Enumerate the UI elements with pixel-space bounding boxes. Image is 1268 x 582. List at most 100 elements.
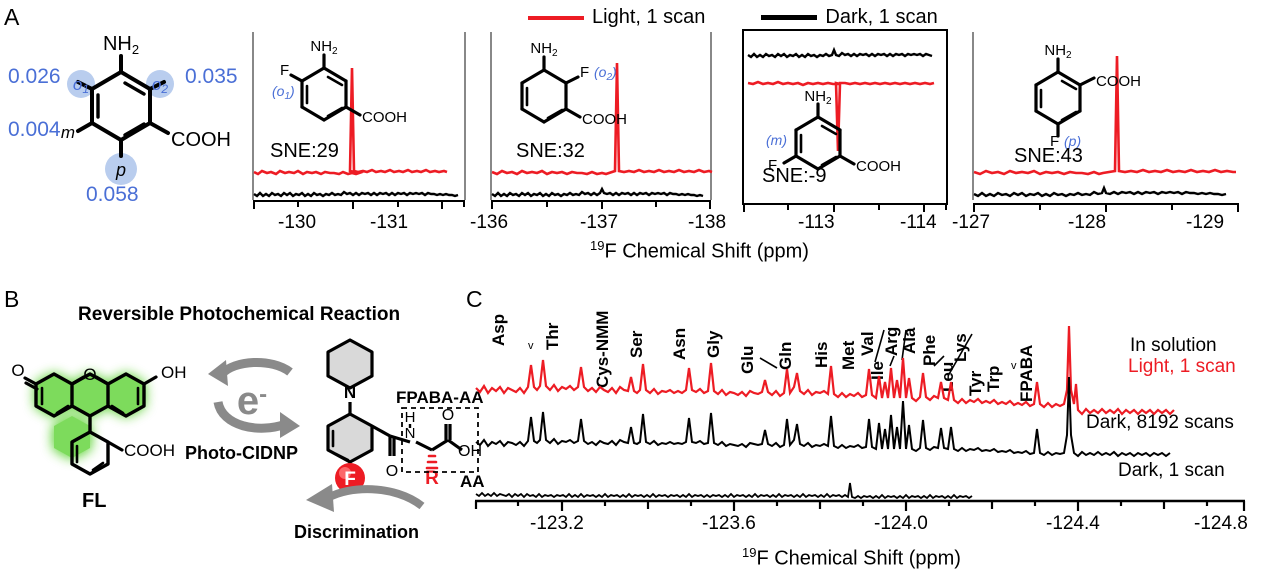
aa-dashed-box (401, 407, 479, 473)
svg-text:NH2: NH2 (1044, 42, 1072, 61)
panelA-value-p: 0.058 (86, 183, 139, 206)
discrimination-arrow (302, 484, 432, 524)
svg-text:COOH: COOH (856, 158, 901, 175)
trace-dark (253, 190, 459, 198)
tick-m-1: -114 (900, 212, 937, 233)
panelA-value-m: 0.004 (8, 118, 61, 141)
arrow-head-left (208, 360, 228, 386)
leader-arg (901, 329, 907, 361)
inset-molecule-o2: NH2 F (o2) COOH (502, 40, 652, 140)
sne-label-o1: SNE:29 (270, 140, 339, 162)
panel-a-spectrum-o1 (252, 32, 466, 204)
panel-c-axis-title: 19F Chemical Shift (ppm) (742, 545, 961, 571)
trace-light (253, 67, 448, 176)
legend-item-dark: Dark, 1 scan (761, 6, 938, 29)
tick-c-0: -123.2 (530, 513, 584, 534)
panel-a-axis-title-main: F Chemical Shift (ppm) (604, 240, 809, 263)
arrow-head-right (280, 412, 300, 438)
fl-ring-o: O (83, 365, 96, 384)
panel-a-molecule: NH2 COOH o1 o2 m p (8, 28, 238, 218)
tick-o2-2: -138 (688, 212, 727, 233)
panel-c-axis-title-main: F Chemical Shift (ppm) (756, 547, 961, 570)
legend-label-dark: Dark, 1 scan (825, 6, 938, 28)
label-in-solution: In solution (1130, 335, 1217, 356)
panel-a-spectrum-p (972, 32, 1240, 204)
panel-a-letter: A (4, 4, 20, 30)
trace-light (747, 80, 935, 152)
panel-c-leaders (460, 300, 1080, 410)
panelA-value-o1: 0.026 (8, 65, 61, 88)
tick-p-2: -129 (1186, 212, 1225, 233)
svg-text:COOH: COOH (362, 109, 407, 126)
panel-c-plot (474, 325, 1246, 506)
amide-h: H (405, 409, 416, 426)
label-dark-8192scans: Dark, 8192 scans (1086, 412, 1234, 433)
tick-o1-0: -130 (278, 212, 317, 233)
arrow-head-discrimination (306, 484, 334, 512)
trace-dark (973, 184, 1227, 198)
leader-val (874, 329, 885, 363)
trace-dark-8192scans (475, 376, 1171, 458)
tick-c-1: -123.6 (702, 513, 756, 534)
panel-b-letter: B (4, 286, 20, 312)
legend-label-light: Light, 1 scan (592, 6, 706, 28)
piperidine-ring (326, 338, 374, 390)
leader-leu (947, 333, 973, 377)
label-light-1scan: Light, 1 scan (1128, 356, 1236, 377)
minor-marker-1: v (528, 340, 534, 352)
axis-o1 (252, 200, 466, 212)
tick-p-1: -128 (1068, 212, 1107, 233)
trace-dark (491, 186, 704, 198)
r-group-label: R (425, 468, 439, 489)
panel-a-legend: Light, 1 scan Dark, 1 scan (528, 6, 938, 29)
leader-ile (889, 355, 895, 367)
svg-text:NH2: NH2 (310, 38, 338, 57)
acid-o: O (442, 407, 454, 424)
panel-b-title: Reversible Photochemical Reaction (78, 304, 401, 325)
fpaba-aa-molecule: N O N H R O OH (292, 330, 482, 500)
fl-hydroxyl: OH (161, 363, 187, 382)
trace-light-1scan (475, 325, 1175, 416)
trace-dark (747, 46, 933, 59)
inset-molecule-o1: NH2 F (o1) COOH (272, 38, 422, 138)
site-label-m: (m) (766, 132, 787, 148)
panel-a-spectrum-o2 (490, 32, 713, 204)
legend-swatch-dark (761, 15, 818, 20)
tick-p-0: -127 (952, 212, 991, 233)
sne-label-p: SNE:43 (1014, 145, 1083, 167)
leader-phe (933, 355, 945, 367)
fl-acid: COOH (124, 441, 175, 460)
fpaba-benzene (326, 412, 374, 464)
inset-molecule-m: NH2 F (m) COOH (766, 88, 926, 193)
minor-marker-2: v (1011, 360, 1017, 372)
panel-a-axis-title-sup: 19 (590, 238, 605, 253)
label-nh2: NH2 (103, 33, 139, 57)
fl-ketone-o: O (11, 361, 24, 380)
r-stereo-bond (425, 454, 439, 470)
fluorine-label: F (344, 469, 356, 490)
axis-o2 (490, 200, 712, 212)
electron-label: e- (237, 379, 267, 423)
discrimination-label: Discrimination (294, 522, 420, 542)
inset-molecule-p: NH2 F (p) COOH (1006, 40, 1166, 150)
fpaba-aa-label: FPABA-AA (396, 388, 484, 407)
svg-text:NH2: NH2 (804, 88, 832, 107)
site-m: m (61, 123, 75, 142)
piperidine-n: N (344, 383, 356, 402)
tick-c-3: -124.4 (1046, 513, 1100, 534)
site-label-o1: (o1) (272, 83, 295, 102)
panel-a-axis-title: 19F Chemical Shift (ppm) (590, 238, 809, 264)
tick-c-2: -124.0 (874, 513, 928, 534)
tick-m-0: -113 (798, 212, 835, 233)
svg-text:F: F (768, 157, 777, 174)
sne-label-o2: SNE:32 (516, 140, 585, 162)
tick-c-4: -124.8 (1194, 513, 1248, 534)
panel-c-axis-title-sup: 19 (742, 545, 757, 560)
photo-cidnp-label: Photo-CIDNP (185, 443, 298, 463)
tick-o2-1: -137 (580, 212, 619, 233)
trace-dark-1scan (475, 482, 973, 500)
sne-label-m: SNE:-9 (762, 165, 827, 187)
svg-text:F: F (1050, 133, 1059, 150)
amide-n: N (405, 425, 416, 442)
site-p: p (115, 160, 126, 180)
